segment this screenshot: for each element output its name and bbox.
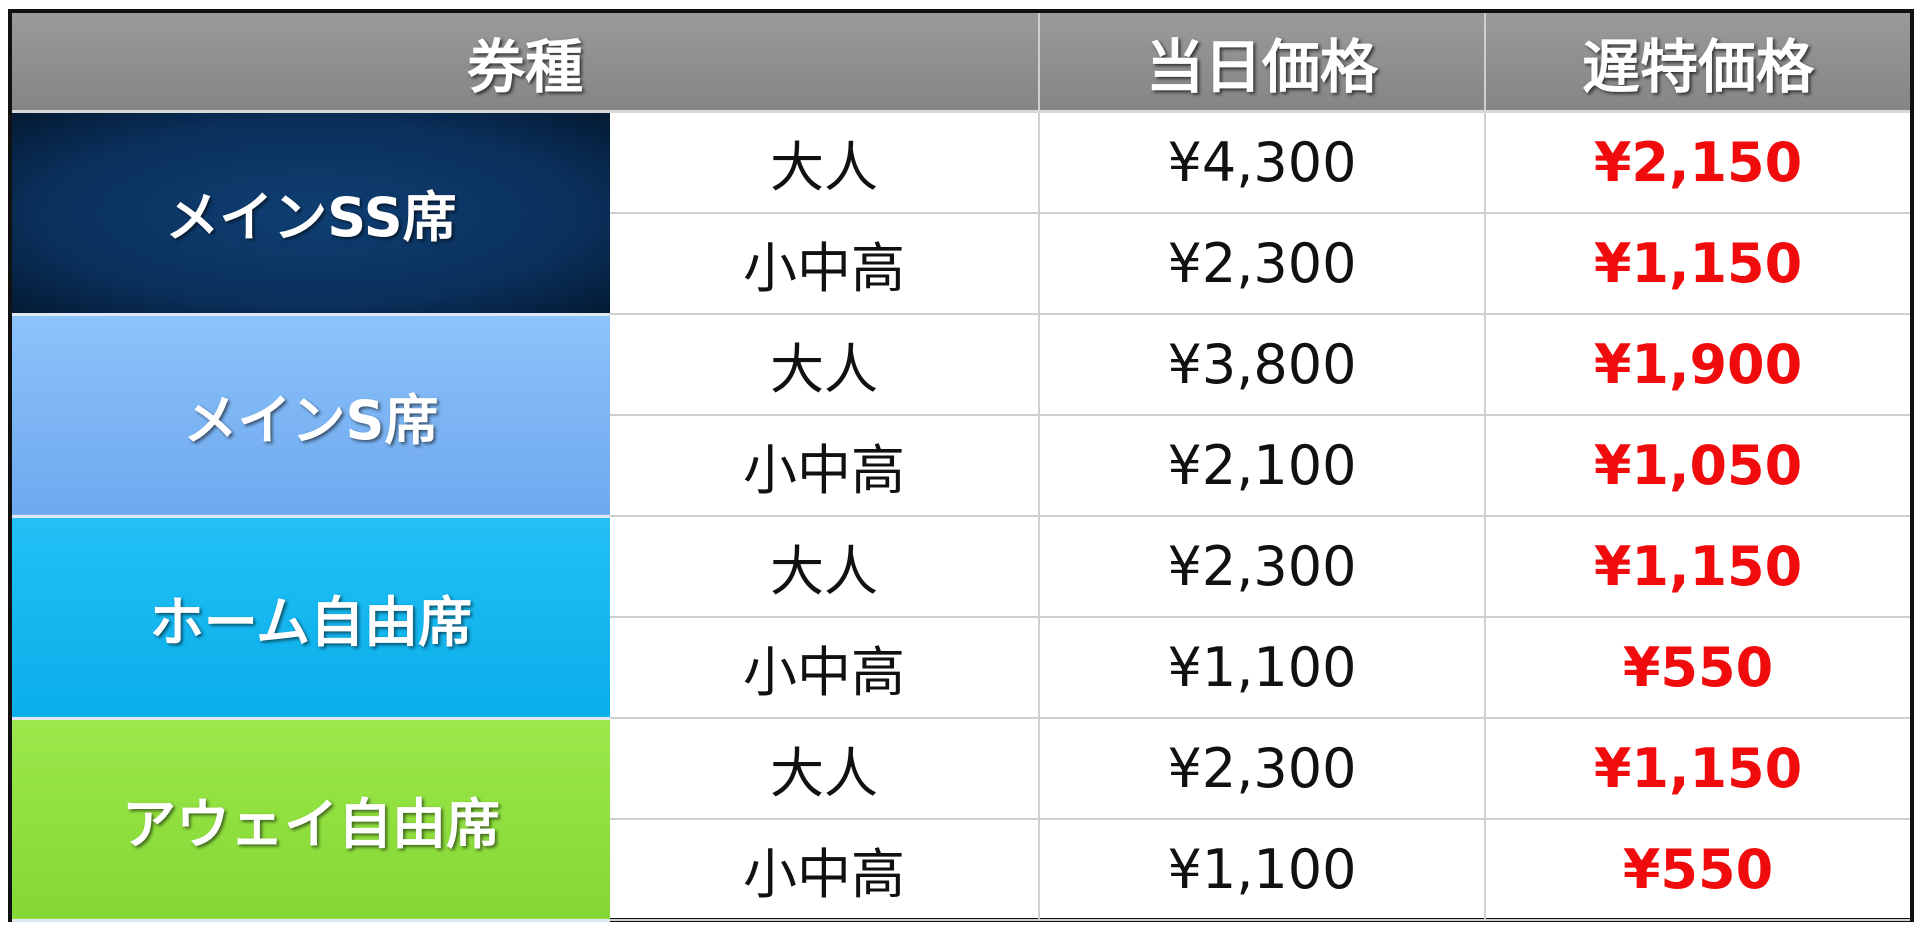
table-row: メインS席 大人 ¥3,800 ¥1,900 (12, 314, 1911, 518)
ticket-category: 大人 (610, 516, 1041, 618)
day-price: ¥4,300 (1039, 111, 1487, 214)
table-row: 小中高 ¥2,100 ¥1,050 (12, 415, 1911, 517)
ticket-category: 大人 (610, 718, 1041, 820)
day-price: ¥2,100 (1039, 415, 1487, 517)
day-price: ¥1,100 (1039, 819, 1487, 921)
table-row: 小中高 ¥2,300 ¥1,150 (12, 213, 1911, 315)
late-price: ¥1,050 (1485, 415, 1911, 517)
late-price: ¥1,150 (1485, 213, 1911, 315)
header-row: 券種 当日価格 遅特価格 (12, 13, 1911, 113)
late-price: ¥1,150 (1485, 516, 1911, 618)
day-price: ¥3,800 (1039, 314, 1487, 416)
table-row: メインSS席 大人 ¥4,300 ¥2,150 (12, 111, 1911, 316)
late-price: ¥2,150 (1485, 111, 1911, 214)
price-table: 券種 当日価格 遅特価格 メインSS席 大人 ¥4,300 ¥2,150 小中高 ¥2,3… (12, 13, 1911, 922)
table-row: ホーム自由席 大人 ¥2,300 ¥1,150 (12, 516, 1911, 720)
ticket-category: 大人 (610, 111, 1041, 214)
seat-group-label: メインS席 (12, 314, 610, 518)
table-row: 小中高 ¥1,100 ¥550 (12, 819, 1911, 921)
seat-group-label: メインSS席 (12, 111, 610, 316)
ticket-category: 小中高 (610, 415, 1041, 517)
table-row: アウェイ自由席 大人 ¥2,300 ¥1,150 (12, 718, 1911, 922)
late-price: ¥1,150 (1485, 718, 1911, 820)
ticket-category: 小中高 (610, 617, 1041, 719)
day-price: ¥2,300 (1039, 718, 1487, 820)
late-price: ¥550 (1485, 617, 1911, 719)
ticket-category: 小中高 (610, 213, 1041, 315)
day-price: ¥2,300 (1039, 516, 1487, 618)
header-late-price: 遅特価格 (1485, 13, 1911, 113)
price-table-frame: 券種 当日価格 遅特価格 メインSS席 大人 ¥4,300 ¥2,150 小中高 ¥2,3… (8, 9, 1914, 922)
ticket-category: 大人 (610, 314, 1041, 416)
header-ticket-type: 券種 (12, 13, 1041, 113)
ticket-category: 小中高 (610, 819, 1041, 921)
seat-group-label: アウェイ自由席 (12, 718, 610, 922)
day-price: ¥2,300 (1039, 213, 1487, 315)
late-price: ¥550 (1485, 819, 1911, 921)
late-price: ¥1,900 (1485, 314, 1911, 416)
seat-group-label: ホーム自由席 (12, 516, 610, 720)
table-row: 小中高 ¥1,100 ¥550 (12, 617, 1911, 719)
day-price: ¥1,100 (1039, 617, 1487, 719)
header-day-price: 当日価格 (1039, 13, 1487, 113)
